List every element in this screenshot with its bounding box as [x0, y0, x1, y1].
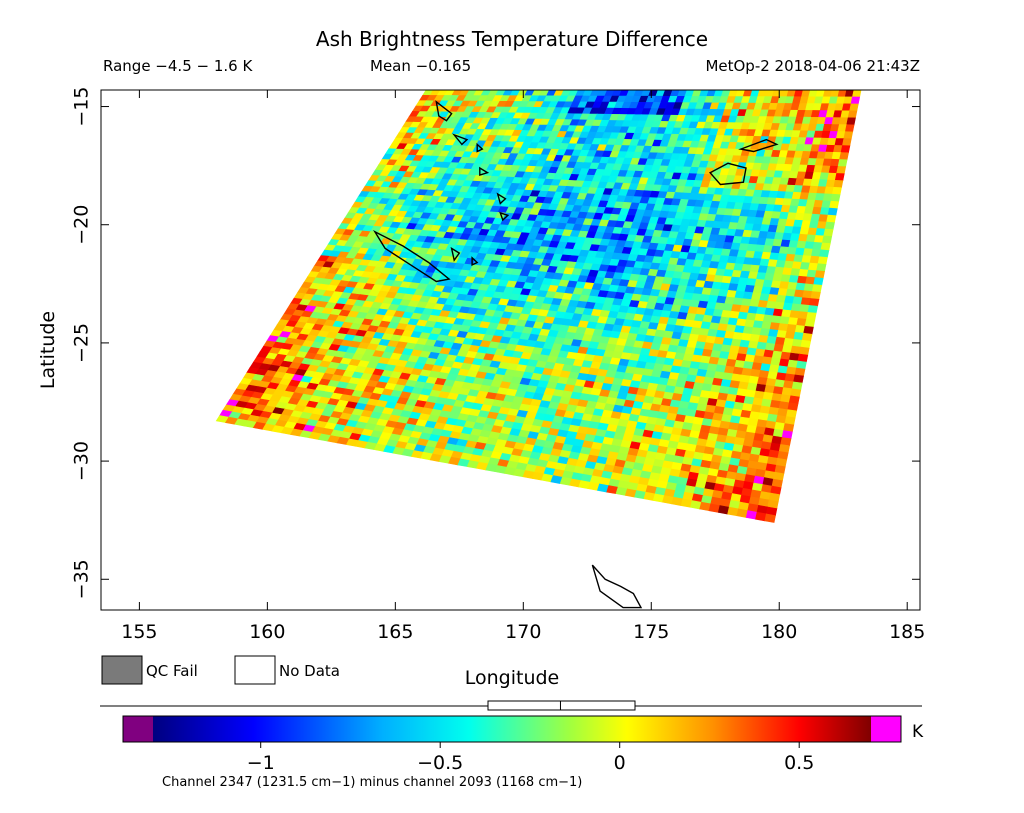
- heatmap-cell: [717, 505, 730, 515]
- x-tick-label: 180: [761, 621, 797, 643]
- heatmap-cell: [803, 325, 814, 335]
- heatmap-cell: [829, 200, 840, 209]
- heatmap-cell: [814, 270, 825, 279]
- x-tick-label: 165: [377, 621, 413, 643]
- colorbar-tick-label: 0: [614, 752, 626, 774]
- heatmap-cell: [736, 508, 749, 518]
- heatmap-cell: [808, 298, 820, 307]
- no-data-swatch: [234, 655, 276, 685]
- heatmap-cell: [834, 173, 845, 182]
- colorbar-under: [123, 716, 153, 742]
- heatmap-cell: [821, 235, 833, 244]
- heatmap-cell: [850, 96, 861, 105]
- heatmap-cells: [215, 90, 862, 523]
- y-tick-label: −25: [71, 323, 93, 363]
- y-tick-label: −35: [71, 559, 93, 599]
- qc-fail-swatch: [101, 655, 143, 685]
- heatmap-cell: [817, 256, 828, 265]
- heatmap-cell: [793, 331, 804, 341]
- heatmap-cell: [837, 159, 848, 168]
- colorbar-unit: K: [912, 722, 924, 742]
- colorbar-gradient: [153, 716, 871, 742]
- heatmap-cell: [843, 131, 854, 140]
- heatmap-cell: [764, 513, 776, 523]
- heatmap-cell: [806, 312, 817, 321]
- heatmap-cell: [852, 90, 862, 98]
- heatmap-cell: [807, 305, 818, 314]
- heatmap-cell: [824, 221, 835, 230]
- satellite-time-label: MetOp-2 2018-04-06 21:43Z: [705, 57, 920, 75]
- heatmap-cell: [816, 263, 827, 272]
- heatmap-cell: [745, 510, 758, 520]
- x-tick-label: 170: [505, 621, 541, 643]
- heatmap-cell: [827, 207, 838, 216]
- range-label: Range −4.5 − 1.6 K: [103, 57, 253, 75]
- y-axis-label: Latitude: [37, 311, 59, 389]
- colorbar-tick-label: −1: [247, 752, 275, 774]
- colorbar-footnote: Channel 2347 (1231.5 cm−1) minus channel…: [162, 775, 582, 790]
- coastline: [591, 564, 643, 609]
- heatmap-cell: [839, 152, 849, 161]
- qc-fail-label: QC Fail: [146, 662, 198, 680]
- chart-title: Ash Brightness Temperature Difference: [316, 27, 708, 51]
- heatmap-cell: [846, 117, 856, 126]
- heatmap-cell: [823, 228, 834, 237]
- heatmap-cell: [819, 249, 830, 258]
- mean-range-box: [487, 700, 636, 711]
- no-data-label: No Data: [279, 662, 340, 680]
- heatmap-cell: [788, 352, 800, 362]
- heatmap-cell: [820, 242, 831, 251]
- y-tick-label: −30: [71, 441, 93, 481]
- colorbar-over: [871, 716, 901, 742]
- colorbar-tick-label: −0.5: [417, 752, 463, 774]
- y-tick-label: −15: [71, 86, 93, 126]
- heatmap-cell: [796, 360, 807, 370]
- plot-area: [215, 90, 862, 609]
- heatmap-cell: [793, 374, 804, 384]
- heatmap-cell: [804, 318, 816, 328]
- heatmap-cell: [794, 324, 806, 334]
- x-tick-label: 175: [633, 621, 669, 643]
- colorbar-tick-label: 0.5: [784, 752, 814, 774]
- x-axis-label: Longitude: [465, 667, 560, 689]
- heatmap-cell: [755, 511, 767, 522]
- heatmap-cell: [813, 277, 824, 286]
- y-tick-label: −20: [71, 205, 93, 245]
- heatmap-cell: [831, 186, 842, 195]
- heatmap-cell: [833, 179, 844, 189]
- colorbar-ticks: −1 −0.5 0 0.5: [247, 742, 814, 774]
- heatmap-cell: [836, 166, 847, 175]
- heatmap-cell: [849, 103, 859, 112]
- heatmap-cell: [798, 346, 810, 356]
- x-tick-label: 185: [889, 621, 925, 643]
- heatmap-cell: [801, 332, 813, 342]
- heatmap-cell: [800, 339, 811, 349]
- heatmap-cell: [727, 506, 739, 517]
- x-tick-label: 160: [249, 621, 285, 643]
- heatmap-cell: [847, 110, 858, 119]
- heatmap-cell: [810, 291, 821, 300]
- heatmap-cell: [842, 138, 852, 147]
- heatmap-cell: [787, 317, 799, 326]
- heatmap-cell: [797, 311, 809, 320]
- heatmap-cell: [844, 124, 855, 133]
- heatmap-cell: [783, 337, 795, 347]
- mean-label: Mean −0.165: [370, 57, 471, 75]
- heatmap-cell: [811, 284, 823, 293]
- heatmap-cell: [830, 193, 841, 202]
- heatmap-cell: [826, 214, 837, 223]
- x-tick-label: 155: [121, 621, 157, 643]
- heatmap-cell: [840, 145, 851, 154]
- heatmap-cell: [708, 503, 721, 513]
